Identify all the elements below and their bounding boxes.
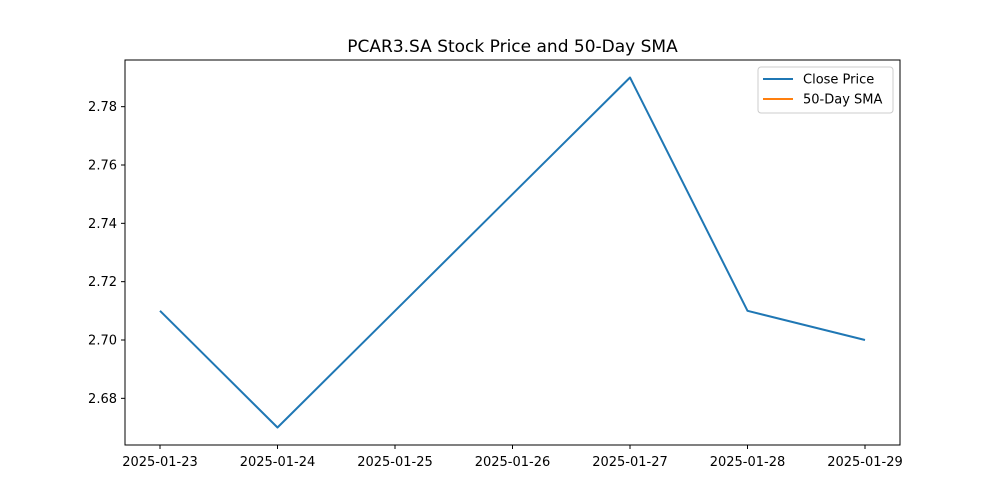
- x-tick-label-6: 2025-01-29: [827, 455, 903, 470]
- y-tick-label-1: 2.70: [88, 334, 117, 349]
- legend-label-0: Close Price: [803, 73, 874, 88]
- x-tick-label-5: 2025-01-28: [710, 455, 786, 470]
- x-tick-label-3: 2025-01-26: [475, 455, 551, 470]
- x-tick-label-0: 2025-01-23: [122, 455, 198, 470]
- y-tick-label-4: 2.76: [88, 159, 117, 174]
- chart-title: PCAR3.SA Stock Price and 50-Day SMA: [347, 37, 678, 57]
- legend-label-1: 50-Day SMA: [803, 93, 883, 108]
- series-layer: [159, 76, 866, 429]
- y-tick-label-3: 2.74: [88, 217, 117, 232]
- legend: Close Price 50-Day SMA: [757, 66, 894, 114]
- y-tick-label-0: 2.68: [88, 392, 117, 407]
- y-tick-label-2: 2.72: [88, 275, 117, 290]
- x-tick-label-2: 2025-01-25: [357, 455, 433, 470]
- x-tick-label-1: 2025-01-24: [240, 455, 316, 470]
- x-tick-label-4: 2025-01-27: [592, 455, 668, 470]
- series-line-0: [159, 76, 866, 429]
- axes-layer: 2025-01-23 2025-01-24 2025-01-25 2025-01-26…: [88, 59, 903, 470]
- y-tick-label-5: 2.78: [88, 100, 117, 115]
